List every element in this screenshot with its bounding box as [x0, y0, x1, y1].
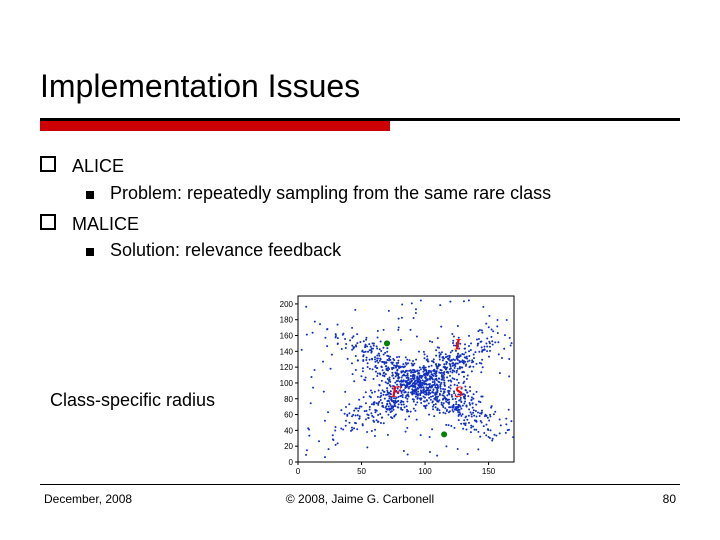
slide-title: Implementation Issues	[40, 68, 360, 105]
title-accent-bar	[40, 121, 390, 131]
bullet-level2: Problem: repeatedly sampling from the sa…	[86, 179, 551, 208]
bullet-text: ALICE	[72, 152, 124, 181]
bullet-level1: MALICE	[40, 208, 551, 239]
svg-text:S: S	[454, 384, 463, 401]
svg-text:0: 0	[289, 458, 294, 467]
bullet-list: ALICE Problem: repeatedly sampling from …	[40, 150, 551, 265]
bullet-level1: ALICE	[40, 150, 551, 181]
bullet-text: MALICE	[72, 210, 139, 239]
svg-text:150: 150	[482, 467, 496, 476]
svg-text:0: 0	[296, 467, 301, 476]
svg-text:60: 60	[284, 411, 293, 420]
footer-rule	[40, 484, 680, 485]
svg-text:20: 20	[284, 442, 293, 451]
svg-text:180: 180	[280, 316, 294, 325]
bullet-filled-square-icon	[86, 248, 94, 256]
annotation-text: Class-specific radius	[50, 390, 215, 411]
bullet-text: Solution: relevance feedback	[110, 236, 341, 265]
svg-text:100: 100	[280, 379, 294, 388]
bullet-level2: Solution: relevance feedback	[86, 236, 551, 265]
bullet-square-icon	[40, 214, 56, 230]
svg-text:100: 100	[418, 467, 432, 476]
svg-text:F: F	[390, 384, 402, 401]
footer-page-number: 80	[663, 492, 676, 506]
svg-text:140: 140	[280, 347, 294, 356]
svg-text:120: 120	[280, 363, 294, 372]
svg-text:I: I	[453, 336, 461, 353]
slide: Implementation Issues ALICE Problem: rep…	[0, 0, 720, 540]
scatter-chart: 0 20 40 60 80 100 120 140 160 180 200 0 50 100 150 F S I	[270, 290, 520, 480]
bullet-text: Problem: repeatedly sampling from the sa…	[110, 179, 551, 208]
bullet-filled-square-icon	[86, 191, 94, 199]
svg-text:50: 50	[357, 467, 366, 476]
bullet-square-icon	[40, 156, 56, 172]
svg-text:40: 40	[284, 426, 293, 435]
footer-copyright: © 2008, Jaime G. Carbonell	[0, 492, 720, 506]
svg-text:200: 200	[280, 300, 294, 309]
svg-text:80: 80	[284, 395, 293, 404]
svg-text:160: 160	[280, 332, 294, 341]
